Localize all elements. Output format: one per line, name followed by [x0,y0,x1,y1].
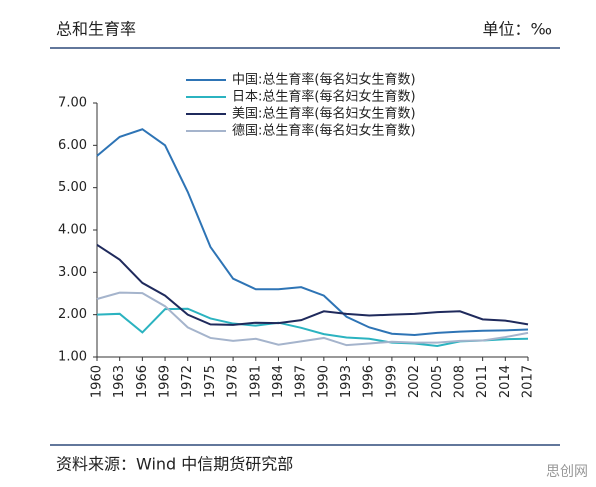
x-tick-label: 1966 [135,365,150,398]
x-tick-label: 2011 [475,365,490,398]
x-tick-label: 1963 [112,365,127,398]
x-tick-label: 1984 [271,365,286,398]
x-tick-label: 1996 [362,365,377,398]
x-tick-label: 1975 [203,365,218,398]
x-tick-label: 2005 [430,365,445,398]
series-line [96,128,529,336]
x-tick-label: 1978 [226,365,241,398]
x-tick-label: 1972 [180,365,195,398]
x-tick-label: 2002 [407,365,422,398]
x-tick-label: 1969 [158,365,173,398]
x-tick-label: 1999 [384,365,399,398]
legend-label: 美国:总生育率(每名妇女生育数) [232,106,416,122]
y-tick-label: 4.00 [58,223,87,238]
y-tick-label: 5.00 [58,180,87,195]
y-tick-label: 6.00 [58,138,87,153]
legend-label: 日本:总生育率(每名妇女生育数) [232,89,416,105]
x-tick-label: 2008 [452,365,467,398]
x-tick-label: 1990 [316,365,331,398]
watermark: 思创网 [546,464,588,480]
legend-label: 中国:总生育率(每名妇女生育数) [232,72,416,88]
x-tick-label: 1993 [339,365,354,398]
x-tick-label: 2014 [498,365,513,398]
x-tick-label: 2017 [521,365,536,398]
y-tick-label: 1.00 [58,350,87,365]
y-tick-label: 7.00 [58,96,87,111]
x-tick-label: 1987 [294,365,309,398]
y-tick-label: 3.00 [58,265,87,280]
unit-label: 单位：‰ [483,20,552,39]
series-line [96,243,529,326]
x-tick-label: 1960 [90,365,105,398]
x-tick-label: 1981 [248,365,263,398]
legend-label: 德国:总生育率(每名妇女生育数) [232,123,416,139]
chart-title: 总和生育率 [56,20,136,39]
y-tick-label: 2.00 [58,307,87,322]
source-note: 资料来源：Wind 中信期货研究部 [56,455,293,474]
series-line [96,291,529,347]
